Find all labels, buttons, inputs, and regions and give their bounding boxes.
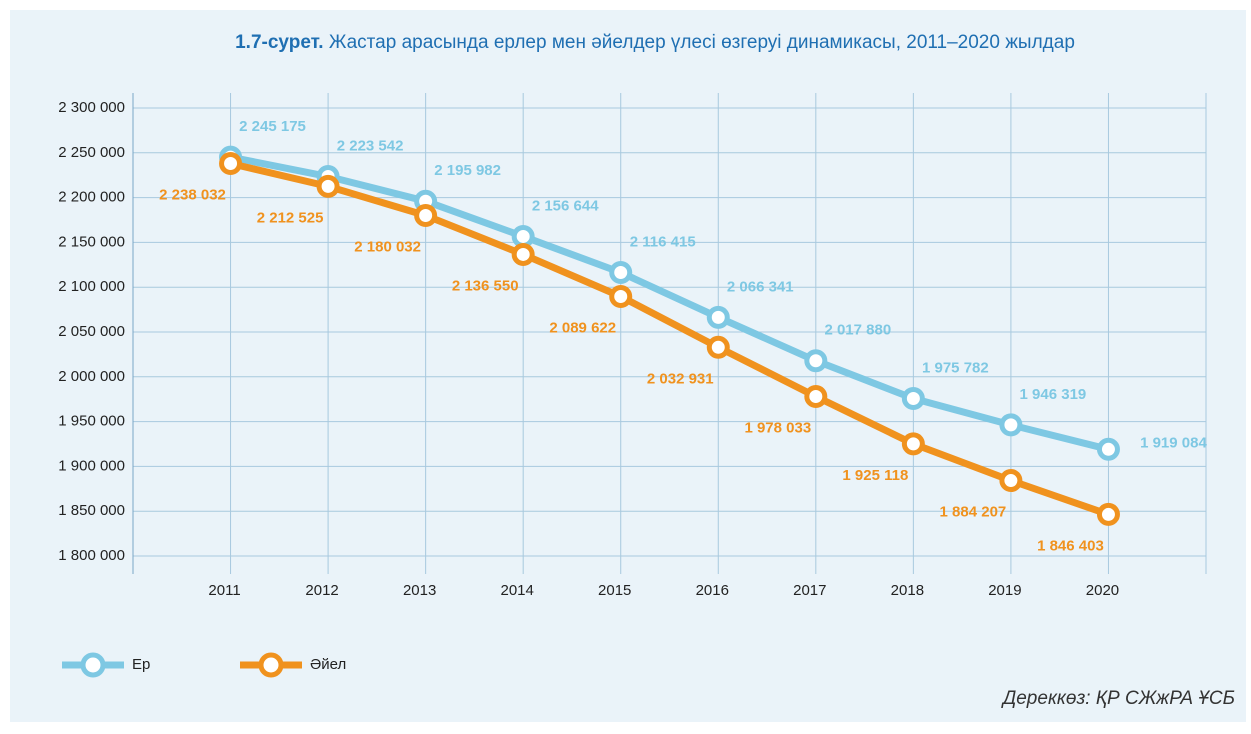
legend-label: Ер bbox=[132, 656, 150, 673]
x-tick-label: 2015 bbox=[598, 582, 631, 599]
y-tick-label: 1 900 000 bbox=[58, 457, 125, 474]
data-label: 2 017 880 bbox=[824, 322, 891, 339]
data-label: 2 180 032 bbox=[354, 238, 421, 255]
point-marker bbox=[804, 349, 828, 373]
data-label: 2 032 931 bbox=[647, 370, 714, 387]
x-tick-label: 2017 bbox=[793, 582, 826, 599]
y-tick-label: 2 150 000 bbox=[58, 233, 125, 250]
y-tick-label: 2 200 000 bbox=[58, 189, 125, 206]
data-label: 1 978 033 bbox=[744, 419, 811, 436]
data-label: 1 884 207 bbox=[940, 504, 1007, 521]
point-marker bbox=[804, 384, 828, 408]
x-tick-label: 2013 bbox=[403, 582, 436, 599]
y-tick-label: 2 000 000 bbox=[58, 368, 125, 385]
series-line bbox=[229, 153, 1110, 453]
chart-title: 1.7-сурет. Жастар арасында ерлер мен әйе… bbox=[215, 30, 1095, 55]
x-tick-label: 2014 bbox=[500, 582, 533, 599]
y-tick-label: 2 050 000 bbox=[58, 323, 125, 340]
data-label: 1 846 403 bbox=[1037, 537, 1104, 554]
data-label: 1 946 319 bbox=[1020, 386, 1087, 403]
x-tick-label: 2020 bbox=[1086, 582, 1119, 599]
data-label: 1 975 782 bbox=[922, 359, 989, 376]
data-label: 2 238 032 bbox=[159, 186, 226, 203]
data-label: 2 116 415 bbox=[630, 233, 696, 250]
data-label: 1 919 084 bbox=[1140, 434, 1207, 451]
data-label: 2 212 525 bbox=[257, 209, 324, 226]
x-tick-label: 2018 bbox=[891, 582, 924, 599]
x-tick-label: 2016 bbox=[696, 582, 729, 599]
y-tick-label: 1 800 000 bbox=[58, 547, 125, 564]
point-marker bbox=[999, 413, 1023, 437]
data-label: 2 136 550 bbox=[452, 277, 519, 294]
data-label: 2 156 644 bbox=[532, 197, 599, 214]
data-label: 2 089 622 bbox=[549, 319, 616, 336]
point-marker bbox=[706, 305, 730, 329]
point-marker bbox=[219, 152, 243, 176]
x-tick-label: 2019 bbox=[988, 582, 1021, 599]
chart-panel bbox=[10, 10, 1246, 722]
title-text: Жастар арасында ерлер мен әйелдер үлесі … bbox=[328, 32, 1075, 53]
x-tick-label: 2011 bbox=[208, 582, 240, 599]
data-label: 2 223 542 bbox=[337, 137, 404, 154]
point-marker bbox=[1096, 502, 1120, 526]
point-marker bbox=[316, 174, 340, 198]
point-marker bbox=[511, 224, 535, 248]
point-marker bbox=[901, 432, 925, 456]
legend-label: Әйел bbox=[310, 656, 346, 673]
data-label: 1 925 118 bbox=[842, 467, 908, 484]
y-tick-label: 2 100 000 bbox=[58, 278, 125, 295]
point-marker bbox=[706, 335, 730, 359]
y-tick-label: 1 950 000 bbox=[58, 413, 125, 430]
title-number: 1.7-сурет. bbox=[235, 32, 324, 53]
point-marker bbox=[414, 203, 438, 227]
data-label: 2 245 175 bbox=[239, 118, 306, 135]
x-tick-label: 2012 bbox=[305, 582, 338, 599]
point-marker bbox=[511, 242, 535, 266]
point-marker bbox=[609, 284, 633, 308]
series-line bbox=[229, 160, 1110, 518]
point-marker bbox=[999, 469, 1023, 493]
point-marker bbox=[609, 260, 633, 284]
data-label: 2 066 341 bbox=[727, 278, 794, 295]
y-tick-label: 1 850 000 bbox=[58, 502, 125, 519]
y-tick-label: 2 300 000 bbox=[58, 99, 125, 116]
point-marker bbox=[1096, 437, 1120, 461]
y-tick-label: 2 250 000 bbox=[58, 144, 125, 161]
legend-marker bbox=[258, 652, 284, 678]
legend-marker bbox=[80, 652, 106, 678]
data-label: 2 195 982 bbox=[434, 162, 501, 179]
point-marker bbox=[901, 386, 925, 410]
source-note: Дереккөз: ҚР СЖжРА ҰСБ bbox=[1002, 688, 1235, 709]
